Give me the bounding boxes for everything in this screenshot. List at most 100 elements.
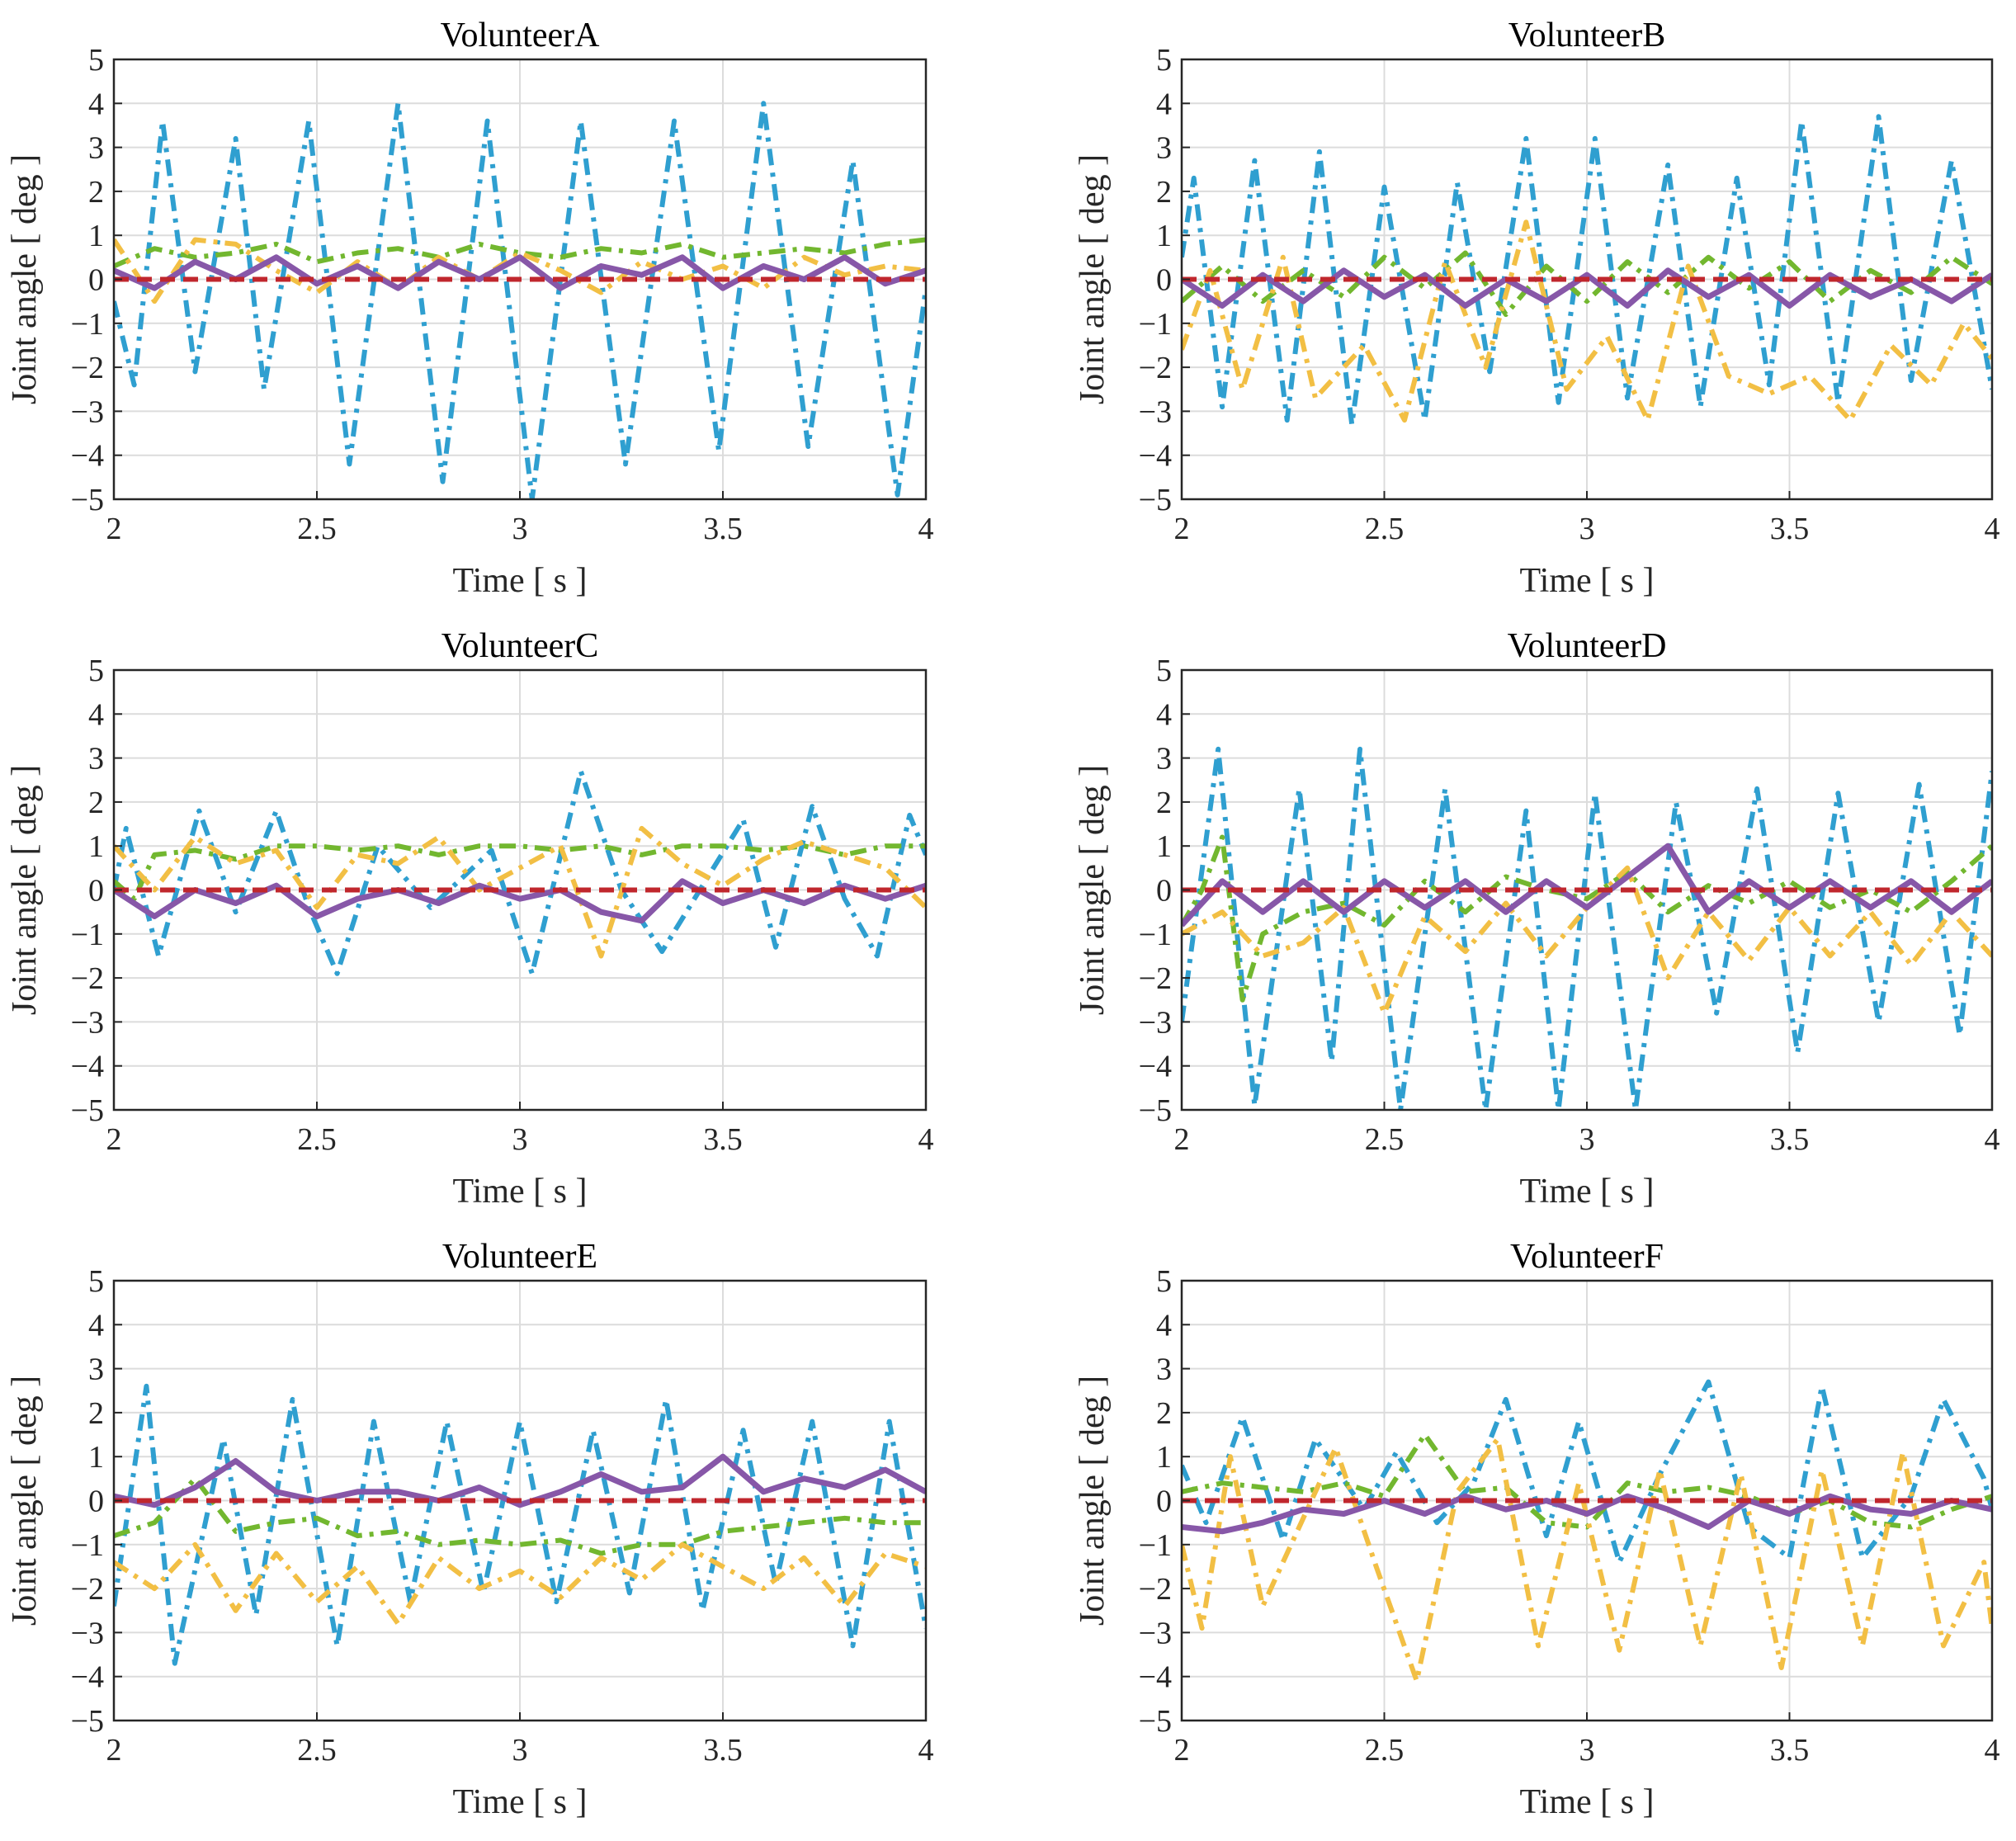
y-tick-label: −1	[71, 307, 104, 342]
x-tick-label: 3	[1579, 512, 1595, 546]
y-tick-label: −2	[1139, 351, 1172, 385]
series-line-purple	[1182, 843, 1992, 928]
y-tick-label: −1	[1139, 918, 1172, 952]
y-tick-label: 4	[1156, 697, 1172, 732]
y-tick-label: −1	[71, 1528, 104, 1563]
y-tick-label: −5	[71, 1704, 104, 1739]
y-tick-label: 3	[1156, 1352, 1172, 1387]
y-tick-label: −3	[71, 1005, 104, 1040]
x-tick-label: 2.5	[297, 512, 337, 546]
y-tick-label: −4	[71, 439, 104, 474]
x-tick-label: 2.5	[1365, 512, 1405, 546]
x-tick-label: 4	[918, 512, 934, 546]
series-line-yellow	[114, 825, 926, 959]
series-line-blue	[114, 1383, 926, 1666]
series-group	[1182, 1379, 1992, 1683]
y-axis-label: Joint angle [ deg ]	[6, 154, 44, 404]
y-tick-label: 1	[1156, 1440, 1172, 1475]
x-tick-label: 4	[1985, 512, 2000, 546]
y-tick-label: −5	[1139, 1704, 1172, 1739]
x-axis-label: Time [ s ]	[453, 1173, 588, 1211]
y-tick-label: 1	[88, 219, 104, 253]
chart-title: VolunteerF	[1510, 1238, 1664, 1276]
y-axis-label: Joint angle [ deg ]	[1074, 154, 1112, 404]
y-tick-label: 3	[1156, 742, 1172, 777]
x-tick-label: 2.5	[297, 1122, 337, 1157]
y-tick-label: −1	[1139, 307, 1172, 342]
chart-panel-3: 2 2.5 3 3.5 4 −5 −4 −3 −2 −1 0 1 2 3 4 5 VolunteerC Time …	[6, 627, 934, 1211]
chart-title: VolunteerC	[441, 627, 599, 665]
x-tick-label: 2	[106, 1733, 122, 1768]
y-axis-label: Joint angle [ deg ]	[1074, 1376, 1112, 1626]
y-tick-label: −2	[1139, 961, 1172, 996]
series-line-blue	[1182, 114, 1992, 427]
series-line-purple	[1182, 1493, 1992, 1535]
x-tick-label: 4	[918, 1122, 934, 1157]
series-line-yellow	[1182, 1436, 1992, 1683]
series-line-green	[1182, 1432, 1992, 1530]
y-tick-label: −1	[1139, 1528, 1172, 1563]
x-tick-label: 4	[1985, 1733, 2000, 1768]
x-axis-label: Time [ s ]	[453, 562, 588, 600]
series-line-blue	[114, 101, 926, 499]
y-tick-label: 1	[1156, 829, 1172, 864]
chart-title: VolunteerA	[441, 17, 601, 54]
series-line-purple	[114, 1453, 926, 1508]
series-group	[1182, 114, 1992, 427]
y-tick-label: 0	[88, 874, 104, 909]
series-group	[1182, 746, 1992, 1110]
y-tick-label: 5	[1156, 43, 1172, 78]
x-tick-label: 2	[106, 512, 122, 546]
y-tick-label: 4	[1156, 1308, 1172, 1343]
y-tick-label: 3	[1156, 131, 1172, 166]
y-tick-label: −3	[1139, 1616, 1172, 1650]
series-line-purple	[1182, 267, 1992, 309]
x-tick-label: 3	[512, 1733, 528, 1768]
y-tick-label: 3	[88, 131, 104, 166]
y-tick-label: −1	[71, 918, 104, 952]
y-tick-label: −3	[1139, 1005, 1172, 1040]
chart-title: VolunteerE	[442, 1238, 597, 1276]
y-tick-label: 3	[88, 1352, 104, 1387]
y-tick-label: −2	[1139, 1572, 1172, 1607]
x-tick-label: 2.5	[1365, 1733, 1405, 1768]
x-tick-label: 3	[512, 1122, 528, 1157]
series-line-green	[114, 843, 926, 902]
series-line-blue	[1182, 746, 1992, 1110]
chart-panel-6: 2 2.5 3 3.5 4 −5 −4 −3 −2 −1 0 1 2 3 4 5 VolunteerF Time …	[1074, 1238, 2000, 1821]
y-tick-label: −4	[1139, 1050, 1172, 1084]
y-tick-label: −4	[71, 1660, 104, 1695]
x-axis-label: Time [ s ]	[1520, 1173, 1655, 1211]
x-tick-label: 3	[512, 512, 528, 546]
x-tick-label: 2	[1174, 1122, 1190, 1157]
y-tick-label: 1	[88, 829, 104, 864]
y-tick-label: 2	[1156, 786, 1172, 820]
y-tick-label: 5	[1156, 654, 1172, 688]
x-tick-label: 2	[106, 1122, 122, 1157]
chart-panel-2: 2 2.5 3 3.5 4 −5 −4 −3 −2 −1 0 1 2 3 4 5 VolunteerB Time …	[1074, 17, 2000, 600]
y-tick-label: −4	[1139, 439, 1172, 474]
y-tick-label: −2	[71, 351, 104, 385]
y-tick-label: 2	[88, 786, 104, 820]
x-tick-label: 2	[1174, 512, 1190, 546]
x-tick-label: 3.5	[1770, 1122, 1810, 1157]
series-line-purple	[114, 878, 926, 924]
series-line-purple	[114, 254, 926, 291]
y-tick-label: 0	[88, 263, 104, 298]
y-tick-label: 0	[1156, 263, 1172, 298]
x-axis-label: Time [ s ]	[453, 1783, 588, 1821]
y-tick-label: −2	[71, 1572, 104, 1607]
y-tick-label: 5	[88, 43, 104, 78]
y-tick-label: 4	[88, 1308, 104, 1343]
y-tick-label: −2	[71, 961, 104, 996]
y-tick-label: 2	[1156, 1396, 1172, 1431]
series-line-green	[114, 1475, 926, 1556]
y-tick-label: 0	[1156, 1485, 1172, 1519]
y-tick-label: 3	[88, 742, 104, 777]
series-line-green	[1182, 250, 1992, 318]
chart-panel-5: 2 2.5 3 3.5 4 −5 −4 −3 −2 −1 0 1 2 3 4 5 VolunteerE Time …	[6, 1238, 934, 1821]
y-tick-label: −5	[1139, 483, 1172, 517]
series-line-yellow	[114, 237, 926, 304]
y-tick-label: 2	[88, 175, 104, 210]
